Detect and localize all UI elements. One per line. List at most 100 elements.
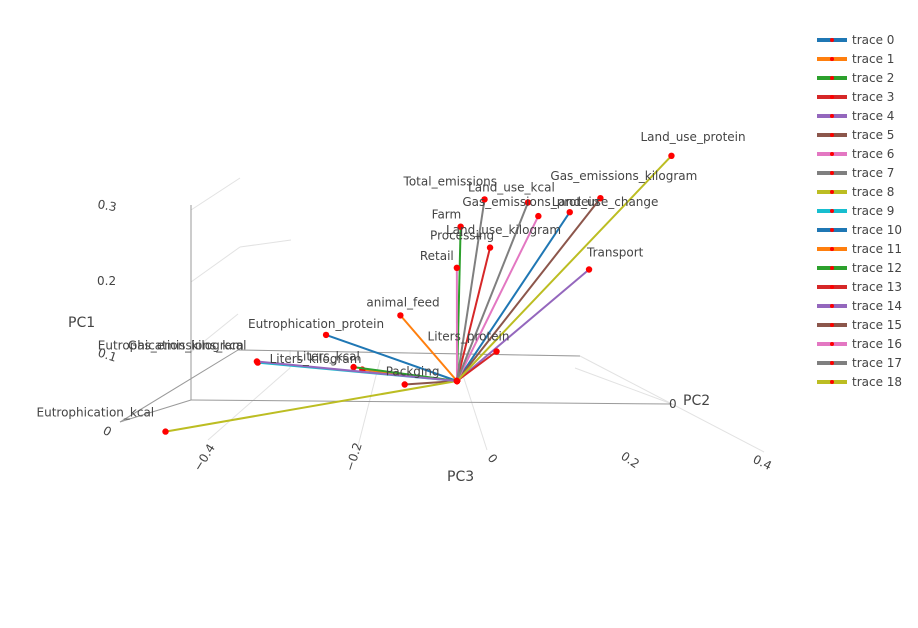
x-tick-label: 0.4 xyxy=(751,452,774,473)
legend-label: trace 14 xyxy=(852,299,902,313)
loading-marker[interactable] xyxy=(253,358,261,365)
legend-marker xyxy=(830,114,834,118)
legend-label: trace 7 xyxy=(852,166,894,180)
y-tick-label: −0.4 xyxy=(191,441,218,473)
legend[interactable]: trace 0 trace 1 trace 2 trace 3 trace 4 trace… xyxy=(817,33,902,389)
loading-vector[interactable] xyxy=(456,268,590,382)
legend-item[interactable]: trace 2 xyxy=(817,71,894,85)
loading-vector[interactable] xyxy=(325,333,458,382)
loading-vector[interactable] xyxy=(456,211,571,382)
x-axis-title: PC2 xyxy=(683,393,710,409)
legend-item[interactable]: trace 6 xyxy=(817,147,894,161)
series-trace-8[interactable] xyxy=(162,377,461,435)
loading-vector[interactable] xyxy=(456,199,486,382)
loading-vector[interactable] xyxy=(256,360,458,382)
legend-item[interactable]: trace 15 xyxy=(817,318,902,332)
legend-item[interactable]: trace 3 xyxy=(817,90,894,104)
legend-item[interactable]: trace 5 xyxy=(817,128,894,142)
legend-label: trace 10 xyxy=(852,223,902,237)
legend-item[interactable]: trace 7 xyxy=(817,166,894,180)
loading-vector[interactable] xyxy=(456,155,673,382)
point-label: Processing xyxy=(430,229,494,243)
legend-marker xyxy=(830,95,834,99)
loading-marker[interactable] xyxy=(350,363,357,371)
legend-item[interactable]: trace 18 xyxy=(817,375,902,389)
loading-vector[interactable] xyxy=(456,247,492,382)
loading-vector[interactable] xyxy=(456,202,529,382)
y-tick-label: 0 xyxy=(485,451,501,466)
legend-marker xyxy=(830,190,834,194)
loading-marker[interactable] xyxy=(585,266,593,273)
loading-marker[interactable] xyxy=(457,223,464,230)
point-label: Eutrophication_kcal xyxy=(37,406,155,420)
legend-marker xyxy=(830,228,834,232)
loading-vector[interactable] xyxy=(456,350,498,382)
point-label: Liters_protein xyxy=(428,330,510,344)
legend-label: trace 11 xyxy=(852,242,902,256)
loading-marker[interactable] xyxy=(401,381,408,388)
origin-marker[interactable] xyxy=(453,377,461,385)
legend-marker xyxy=(830,171,834,175)
point-label: Total_emissions xyxy=(403,174,497,188)
legend-label: trace 0 xyxy=(852,33,894,47)
loading-marker[interactable] xyxy=(668,152,675,159)
loading-marker[interactable] xyxy=(397,312,404,319)
loading-marker[interactable] xyxy=(524,199,532,206)
loading-marker[interactable] xyxy=(322,331,330,339)
point-labels: Land_use_change animal_feed Farm Processing… xyxy=(37,130,746,420)
legend-item[interactable]: trace 17 xyxy=(817,356,902,370)
series-trace-4[interactable] xyxy=(453,266,593,385)
legend-label: trace 1 xyxy=(852,52,894,66)
point-label: Gas_emissions_kcal xyxy=(128,339,247,353)
legend-item[interactable]: trace 14 xyxy=(817,299,902,313)
legend-item[interactable]: trace 12 xyxy=(817,261,902,275)
loading-marker[interactable] xyxy=(453,264,461,271)
z-tick-label: 0.2 xyxy=(97,274,116,288)
loading-marker[interactable] xyxy=(597,195,604,202)
legend-item[interactable]: trace 10 xyxy=(817,223,902,237)
legend-label: trace 16 xyxy=(852,337,902,351)
series-group xyxy=(162,152,675,435)
legend-marker xyxy=(830,304,834,308)
z-tick-label: 0.1 xyxy=(96,346,118,365)
legend-item[interactable]: trace 1 xyxy=(817,52,894,66)
point-label: Land_use_protein xyxy=(640,130,745,144)
axis-box xyxy=(119,205,673,423)
loading-marker[interactable] xyxy=(481,196,488,203)
legend-item[interactable]: trace 4 xyxy=(817,109,894,123)
loading-marker[interactable] xyxy=(486,244,494,251)
loading-vector[interactable] xyxy=(165,380,458,433)
legend-label: trace 4 xyxy=(852,109,894,123)
loading-marker[interactable] xyxy=(566,209,573,216)
legend-label: trace 17 xyxy=(852,356,902,370)
legend-item[interactable]: trace 16 xyxy=(817,337,902,351)
z-axis-ticks: 0 0.1 0.2 0.3 xyxy=(96,197,118,439)
legend-marker xyxy=(830,152,834,156)
loading-vector[interactable] xyxy=(399,314,458,382)
legend-label: trace 3 xyxy=(852,90,894,104)
legend-label: trace 8 xyxy=(852,185,894,199)
legend-label: trace 2 xyxy=(852,71,894,85)
point-label: Eutrophication_kilogram xyxy=(98,339,244,353)
series-trace-18[interactable] xyxy=(453,152,675,385)
point-label: Retail xyxy=(420,249,454,263)
legend-item[interactable]: trace 0 xyxy=(817,33,894,47)
legend-item[interactable]: trace 13 xyxy=(817,280,902,294)
x-tick-label: 0 xyxy=(669,397,677,411)
legend-item[interactable]: trace 8 xyxy=(817,185,894,199)
point-label: Farm xyxy=(432,208,462,222)
point-label: Transport xyxy=(586,246,644,260)
loading-vector[interactable] xyxy=(456,215,540,382)
legend-marker xyxy=(830,76,834,80)
scene-3d[interactable]: 0 0.1 0.2 0.3 −0.4 −0.2 0 0 0.2 0.4 PC1 … xyxy=(37,130,774,485)
point-label: Eutrophication_protein xyxy=(248,317,384,331)
legend-item[interactable]: trace 9 xyxy=(817,204,894,218)
legend-item[interactable]: trace 11 xyxy=(817,242,902,256)
point-label: Liters_kilogram xyxy=(270,352,362,366)
loading-marker[interactable] xyxy=(535,212,542,220)
loading-vector[interactable] xyxy=(456,197,602,382)
loading-marker[interactable] xyxy=(493,348,500,355)
loading-marker[interactable] xyxy=(162,428,169,435)
legend-marker xyxy=(830,361,834,365)
